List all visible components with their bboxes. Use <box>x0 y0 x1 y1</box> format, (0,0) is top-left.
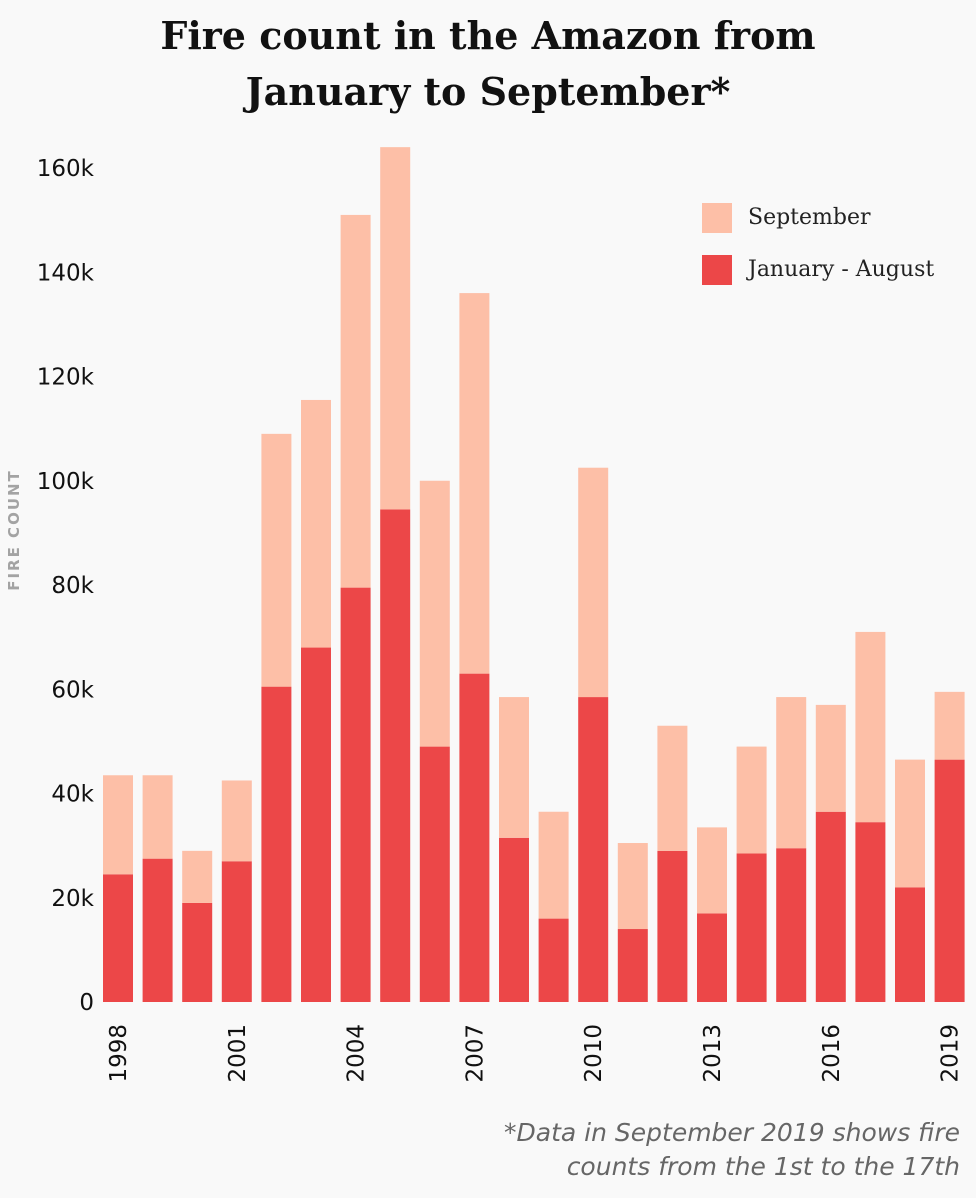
bar-jan-aug-2008 <box>499 837 529 1002</box>
bar-september-2000 <box>182 850 213 903</box>
bar-september-2002 <box>261 433 292 687</box>
legend-swatch-jan-aug <box>702 255 732 285</box>
y-axis: 0 20k 40k 60k 80k 100k 120k 140k 160k <box>37 156 95 1016</box>
x-tick-label: 2001 <box>225 1024 251 1083</box>
y-tick-label: 140k <box>37 260 95 286</box>
bar-september-2012 <box>657 725 688 851</box>
bar-jan-aug-2009 <box>538 918 569 1002</box>
y-tick-label: 160k <box>37 156 95 182</box>
chart-title-line-1: Fire count in the Amazon from <box>160 13 816 58</box>
bar-september-2003 <box>301 399 331 648</box>
x-tick-label: 2013 <box>700 1024 726 1083</box>
y-axis-label: FIRE COUNT <box>5 469 23 591</box>
bar-jan-aug-2019 <box>934 759 965 1002</box>
y-tick-label: 0 <box>79 990 94 1016</box>
bar-jan-aug-2016 <box>815 811 846 1002</box>
chart-title: Fire count in the Amazon from January to… <box>0 8 976 120</box>
bar-jan-aug-2000 <box>182 902 213 1002</box>
bar-jan-aug-1999 <box>142 858 173 1002</box>
x-tick-label: 1998 <box>106 1024 132 1083</box>
bar-september-2007 <box>459 293 490 674</box>
bar-jan-aug-2006 <box>419 746 450 1002</box>
bar-jan-aug-2013 <box>697 913 727 1002</box>
footnote-line-1: *Data in September 2019 shows fire <box>504 1118 960 1147</box>
bar-september-1998 <box>103 775 133 875</box>
bar-september-2019 <box>934 691 965 760</box>
bar-september-2010 <box>578 467 609 698</box>
bar-september-2015 <box>776 697 807 849</box>
legend-label-jan-aug: January - August <box>748 257 935 282</box>
x-tick-label: 2004 <box>344 1024 370 1083</box>
x-tick-label: 2016 <box>819 1024 845 1083</box>
bar-jan-aug-2014 <box>736 853 767 1002</box>
footnote-line-2: counts from the 1st to the 17th <box>566 1152 960 1181</box>
bar-jan-aug-2015 <box>776 848 807 1002</box>
bar-jan-aug-1998 <box>103 874 133 1002</box>
chart-title-line-2: January to September* <box>245 69 731 114</box>
y-tick-label: 80k <box>51 573 94 599</box>
bar-september-1999 <box>142 775 173 859</box>
y-tick-label: 100k <box>37 469 95 495</box>
bar-jan-aug-2017 <box>855 822 886 1002</box>
y-tick-label: 40k <box>51 782 94 808</box>
y-tick-label: 60k <box>51 677 94 703</box>
bar-jan-aug-2001 <box>221 861 252 1002</box>
bar-september-2013 <box>697 827 727 914</box>
bar-jan-aug-2018 <box>895 887 925 1002</box>
bar-jan-aug-2011 <box>617 929 648 1002</box>
bar-september-2011 <box>617 843 648 930</box>
bar-jan-aug-2012 <box>657 850 688 1002</box>
bar-september-2004 <box>340 214 371 588</box>
bar-september-2009 <box>538 811 569 919</box>
y-tick-label: 120k <box>37 365 95 391</box>
x-axis: 1998 2001 2004 2007 2010 2013 2016 2019 <box>106 1024 964 1083</box>
x-tick-label: 2007 <box>462 1024 488 1083</box>
bar-september-2014 <box>736 746 767 854</box>
legend-swatch-september <box>702 203 732 233</box>
bar-september-2017 <box>855 631 886 823</box>
bar-jan-aug-2004 <box>340 587 371 1002</box>
bar-september-2016 <box>815 704 846 812</box>
bar-jan-aug-2003 <box>301 647 331 1002</box>
bars-group <box>103 147 965 1002</box>
legend-label-september: September <box>748 205 871 230</box>
bar-september-2001 <box>221 780 252 862</box>
bar-september-2018 <box>895 759 925 888</box>
bar-september-2008 <box>499 697 529 838</box>
footnote: *Data in September 2019 shows fire count… <box>400 1116 960 1184</box>
bar-jan-aug-2007 <box>459 673 490 1002</box>
bar-jan-aug-2002 <box>261 686 292 1002</box>
bar-jan-aug-2010 <box>578 697 609 1002</box>
x-tick-label: 2010 <box>581 1024 607 1083</box>
y-tick-label: 20k <box>51 886 94 912</box>
bar-september-2005 <box>380 147 411 510</box>
bar-september-2006 <box>419 480 450 747</box>
x-tick-label: 2019 <box>938 1024 964 1083</box>
bar-jan-aug-2005 <box>380 509 411 1002</box>
